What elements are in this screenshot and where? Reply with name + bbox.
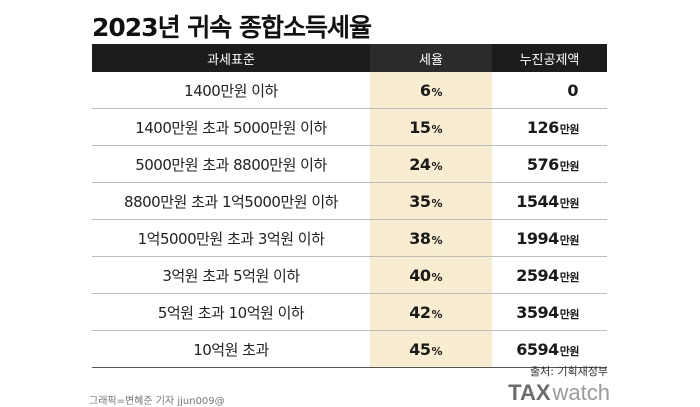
percent-sign: %: [431, 270, 442, 284]
deduction-value: 3594: [516, 302, 559, 322]
logo-light-text: watch: [552, 380, 610, 405]
source-note: 출처: 기획재정부: [529, 365, 608, 378]
graphic-credit: 그래픽=변혜준 기자 jjun009@: [89, 396, 225, 407]
table-row: 10억원 초과 45% 6594만원: [92, 330, 607, 368]
rate-cell: 35%: [370, 182, 492, 220]
deduction-value: 6594: [516, 339, 559, 359]
bracket-cell: 1400만원 초과 5000만원 이하: [92, 108, 370, 146]
table-row: 1400만원 이하 6% 0: [92, 72, 607, 109]
deduction-cell: 0: [492, 72, 607, 109]
percent-sign: %: [431, 85, 442, 99]
percent-sign: %: [431, 122, 442, 136]
deduction-value: 0: [567, 80, 578, 100]
deduction-cell: 1544만원: [492, 182, 607, 220]
page-title: 2023년 귀속 종합소득세율: [92, 13, 372, 42]
logo-bold-text: TAX: [508, 380, 551, 405]
deduction-unit: 만원: [559, 196, 580, 210]
percent-sign: %: [431, 196, 442, 210]
table-header-row: 과세표준 세율 누진공제액: [92, 44, 607, 72]
rate-value: 15: [409, 117, 431, 137]
deduction-cell: 3594만원: [492, 293, 607, 331]
taxwatch-logo: TAXwatch: [508, 380, 610, 406]
deduction-cell: 126만원: [492, 108, 607, 146]
deduction-value: 1994: [516, 228, 559, 248]
rate-value: 6: [419, 80, 431, 100]
rate-value: 42: [409, 302, 431, 322]
table-row: 8800만원 초과 1억5000만원 이하 35% 1544만원: [92, 182, 607, 220]
rate-cell: 6%: [370, 72, 492, 109]
bracket-cell: 1400만원 이하: [92, 72, 370, 109]
bracket-cell: 1억5000만원 초과 3억원 이하: [92, 219, 370, 257]
deduction-unit: 만원: [559, 159, 580, 173]
rate-value: 38: [409, 228, 431, 248]
rate-cell: 40%: [370, 256, 492, 294]
deduction-unit: 만원: [559, 233, 580, 247]
percent-sign: %: [431, 159, 442, 173]
deduction-cell: 576만원: [492, 145, 607, 183]
deduction-value: 126: [526, 117, 559, 137]
deduction-cell: 2594만원: [492, 256, 607, 294]
percent-sign: %: [431, 344, 442, 358]
header-bracket: 과세표준: [92, 44, 370, 72]
percent-sign: %: [431, 233, 442, 247]
deduction-value: 576: [526, 154, 559, 174]
percent-sign: %: [431, 307, 442, 321]
table-row: 5000만원 초과 8800만원 이하 24% 576만원: [92, 145, 607, 183]
deduction-unit: 만원: [559, 270, 580, 284]
bracket-cell: 5억원 초과 10억원 이하: [92, 293, 370, 331]
table-row: 1억5000만원 초과 3억원 이하 38% 1994만원: [92, 219, 607, 257]
table-row: 5억원 초과 10억원 이하 42% 3594만원: [92, 293, 607, 331]
deduction-value: 1544: [516, 191, 559, 211]
deduction-unit: 만원: [559, 122, 580, 136]
bracket-cell: 8800만원 초과 1억5000만원 이하: [92, 182, 370, 220]
bracket-cell: 10억원 초과: [92, 330, 370, 368]
deduction-cell: 6594만원: [492, 330, 607, 368]
bracket-cell: 3억원 초과 5억원 이하: [92, 256, 370, 294]
bracket-cell: 5000만원 초과 8800만원 이하: [92, 145, 370, 183]
rate-value: 40: [409, 265, 431, 285]
table-row: 1400만원 초과 5000만원 이하 15% 126만원: [92, 108, 607, 146]
rate-cell: 42%: [370, 293, 492, 331]
rate-value: 35: [409, 191, 431, 211]
header-rate: 세율: [370, 44, 492, 72]
deduction-unit: 만원: [559, 307, 580, 321]
deduction-unit: 만원: [559, 344, 580, 358]
rate-cell: 24%: [370, 145, 492, 183]
rate-cell: 45%: [370, 330, 492, 368]
deduction-value: 2594: [516, 265, 559, 285]
rate-value: 45: [409, 339, 431, 359]
table-row: 3억원 초과 5억원 이하 40% 2594만원: [92, 256, 607, 294]
rate-cell: 15%: [370, 108, 492, 146]
header-deduction: 누진공제액: [492, 44, 607, 72]
tax-rate-table: 과세표준 세율 누진공제액 1400만원 이하 6% 0 1400만원 초과 5000…: [92, 44, 607, 368]
rate-value: 24: [409, 154, 431, 174]
deduction-cell: 1994만원: [492, 219, 607, 257]
rate-cell: 38%: [370, 219, 492, 257]
